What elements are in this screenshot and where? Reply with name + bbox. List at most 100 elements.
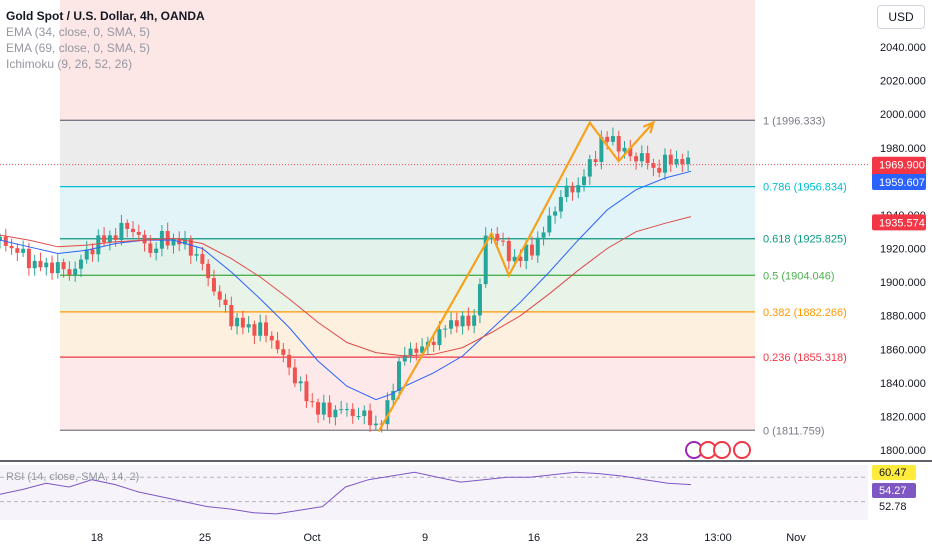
indicator-ichimoku[interactable]: Ichimoku (9, 26, 52, 26): [6, 57, 133, 71]
candle-body: [206, 263, 211, 279]
candle-body: [558, 196, 563, 212]
candle-body: [194, 254, 199, 256]
candle-body: [506, 240, 511, 262]
fib-label-1: 0.786 (1956.834): [763, 182, 847, 194]
chart-title: Gold Spot / U.S. Dollar, 4h, OANDA: [6, 9, 205, 23]
candle-body: [443, 328, 448, 330]
candle-body: [657, 167, 662, 173]
candle-body: [420, 346, 425, 353]
candle-body: [587, 159, 592, 177]
candle-body: [78, 259, 83, 269]
candle-body: [356, 416, 361, 418]
candle-body: [269, 335, 274, 341]
candle-body: [211, 278, 216, 292]
candle-body: [327, 402, 332, 418]
candle-body: [183, 238, 188, 245]
candle-body: [339, 409, 344, 411]
candle-body: [200, 254, 205, 264]
candle-body: [281, 349, 286, 355]
candle-body: [616, 136, 621, 152]
candle-body: [292, 367, 297, 384]
candle-body: [396, 361, 401, 391]
candle-body: [408, 348, 413, 356]
candle-body: [148, 243, 153, 253]
candle-body: [593, 159, 598, 163]
fib-label-0: 1 (1996.333): [763, 115, 825, 127]
candle-body: [32, 260, 37, 269]
indicator-ema69[interactable]: EMA (69, close, 0, SMA, 5): [6, 41, 151, 55]
candle-body: [402, 355, 407, 362]
indicator-ema34[interactable]: EMA (34, close, 0, SMA, 5): [6, 25, 151, 39]
fib-zone-3: [60, 275, 755, 312]
candle-body: [582, 176, 587, 186]
fib-label-6: 0 (1811.759): [763, 425, 825, 437]
candle-body: [333, 409, 338, 418]
y-tick-label: 2020.000: [880, 76, 926, 88]
price-tag-label-2: 1935.574: [879, 217, 925, 229]
candle-body: [9, 245, 14, 249]
candle-body: [535, 237, 540, 256]
x-tick-label: 18: [91, 532, 103, 544]
candle-body: [477, 284, 482, 316]
candle-body: [518, 256, 523, 262]
candle-body: [84, 249, 89, 260]
candle-body: [142, 234, 147, 244]
candle-body: [44, 262, 49, 268]
pattern-zigzag: [377, 120, 655, 433]
candle-body: [252, 324, 257, 336]
candle-body: [466, 315, 471, 326]
x-tick-label: 13:00: [704, 532, 732, 544]
candle-body: [235, 317, 240, 327]
y-tick-label: 1860.000: [880, 344, 926, 356]
price-tag-label-1: 1959.607: [879, 177, 925, 189]
candle-body: [437, 329, 442, 346]
fib-zone-1: [60, 186, 755, 239]
y-tick-label: 2040.000: [880, 42, 926, 54]
candle-body: [662, 154, 667, 173]
candle-body: [495, 233, 500, 241]
candle-body: [130, 228, 135, 233]
candle-body: [38, 260, 43, 268]
y-tick-label: 1980.000: [880, 143, 926, 155]
rsi-legend[interactable]: RSI (14, close, SMA, 14, 2): [6, 471, 140, 483]
candle-body: [73, 268, 78, 276]
fib-zone-2: [60, 238, 755, 276]
fib-zone-5: [60, 357, 755, 431]
candle-body: [449, 320, 454, 329]
candle-body: [501, 240, 506, 242]
x-tick-label: 9: [422, 532, 428, 544]
candle-body: [529, 244, 534, 256]
candle-body: [454, 320, 459, 327]
candle-body: [483, 235, 488, 285]
event-flag-icon: [733, 441, 751, 459]
y-tick-label: 1800.000: [880, 445, 926, 457]
candle-body: [414, 348, 419, 353]
candle-body: [610, 136, 615, 142]
rsi-background: [0, 465, 868, 520]
candle-body: [61, 262, 66, 270]
candle-body: [576, 185, 581, 193]
fib-label-2: 0.618 (1925.825): [763, 234, 847, 246]
candle-body: [344, 409, 349, 411]
fib-label-5: 0.236 (1855.318): [763, 352, 847, 364]
ema34-line: [0, 170, 692, 401]
price-tag-2: [872, 214, 926, 231]
candle-body: [287, 354, 292, 368]
rsi-tag-0: [872, 465, 916, 480]
candle-body: [119, 222, 124, 241]
event-flag-icon: [713, 441, 731, 459]
rsi-tag-1: [872, 483, 916, 498]
fib-zone-0: [60, 120, 755, 187]
pattern-arrowhead: [642, 120, 656, 134]
candle-body: [368, 410, 373, 426]
candle-body: [524, 244, 529, 262]
candle-body: [472, 315, 477, 326]
candle-body: [547, 215, 552, 233]
currency-button[interactable]: USD: [877, 5, 925, 29]
candle-body: [310, 401, 315, 403]
candle-body: [512, 256, 517, 262]
candle-body: [668, 154, 673, 165]
candle-body: [316, 402, 321, 415]
